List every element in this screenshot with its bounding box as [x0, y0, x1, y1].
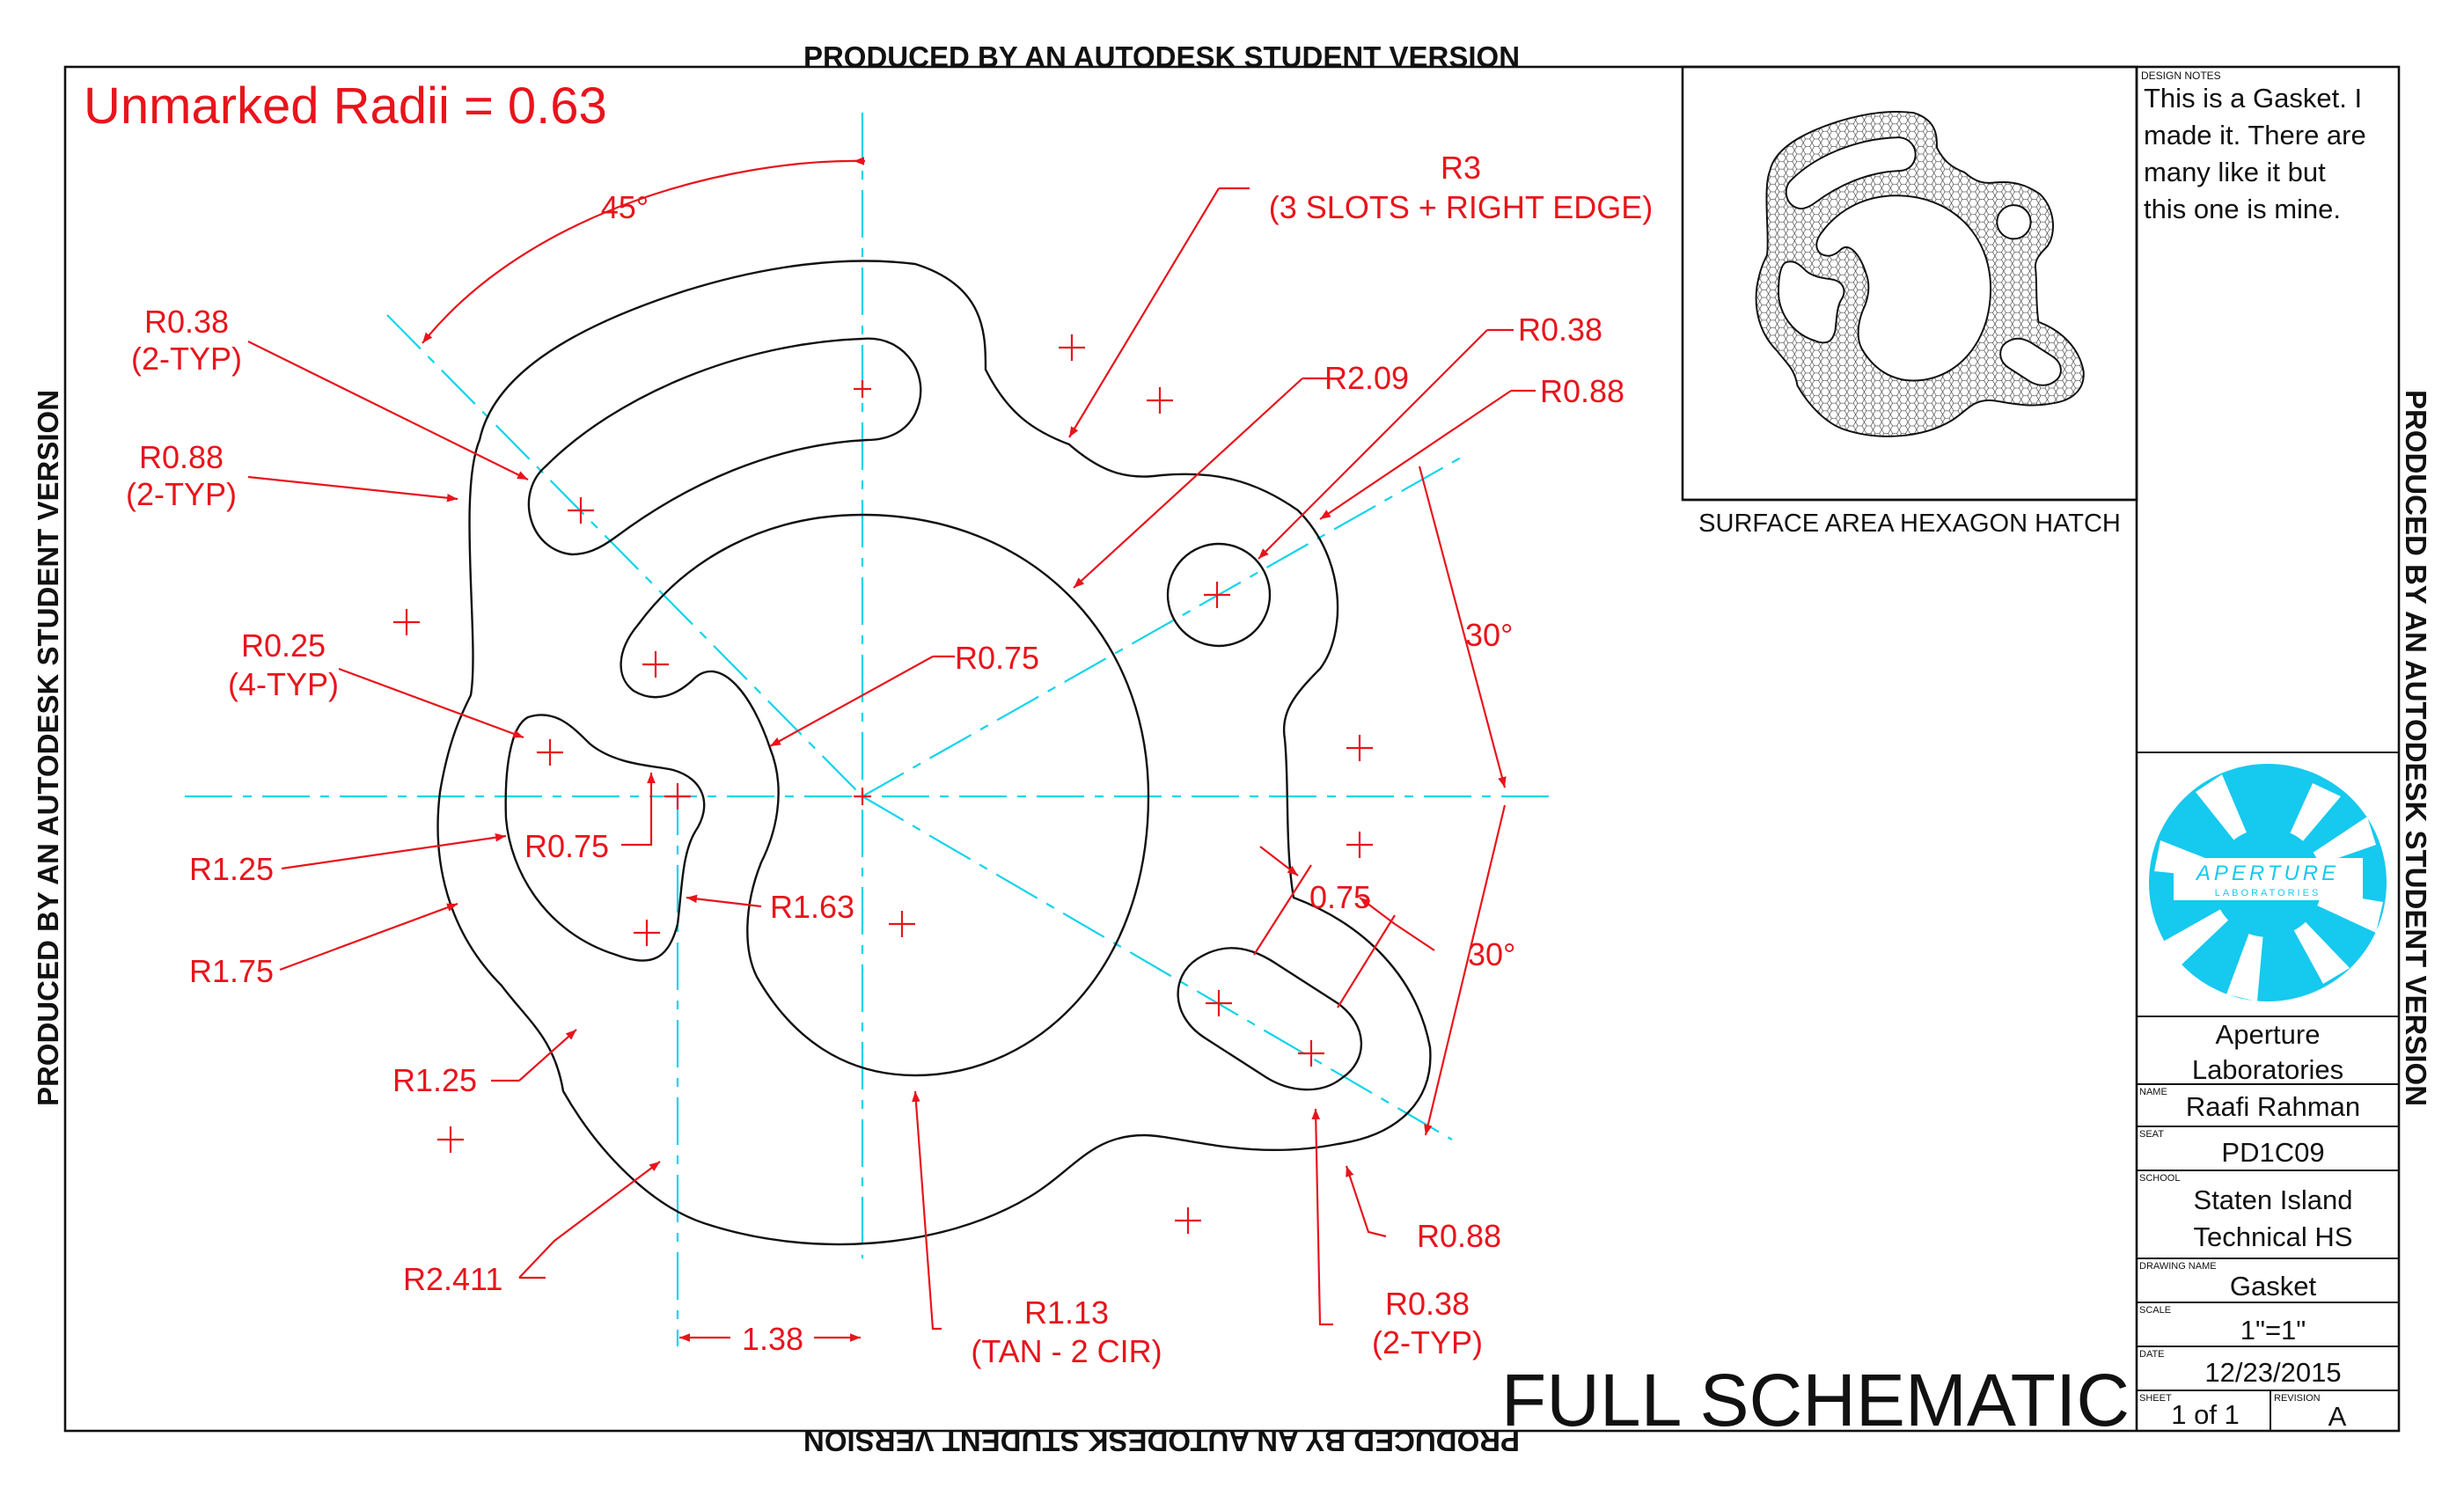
sheet-border — [63, 65, 2401, 1433]
dim-r088-bottom: R0.88 — [1417, 1218, 1501, 1254]
dim-r075-left: R0.75 — [524, 828, 609, 864]
name-value: Raafi Rahman — [2186, 1091, 2360, 1122]
aperture-logo: APERTURE LABORATORIES — [2149, 764, 2387, 1001]
drawing-name-label: DRAWING NAME — [2139, 1261, 2217, 1272]
design-notes-line4: this one is mine. — [2144, 194, 2341, 224]
dim-r3-line1: R3 — [1441, 150, 1481, 186]
dim-r163: R1.63 — [770, 889, 854, 925]
dim-angle-45: 45° — [601, 189, 649, 225]
dim-r113-line2: (TAN - 2 CIR) — [971, 1333, 1162, 1369]
company-line1: Aperture — [2216, 1019, 2321, 1050]
dim-r088-2typ-line2: (2-TYP) — [126, 476, 237, 512]
view-title: FULL SCHEMATIC — [1501, 1359, 2130, 1441]
dim-r125-left: R1.25 — [189, 851, 274, 887]
sheet-value: 1 of 1 — [2171, 1399, 2240, 1430]
drawing-name-value: Gasket — [2230, 1271, 2317, 1302]
revision-label: REVISION — [2274, 1393, 2321, 1404]
design-notes-line2: made it. There are — [2144, 120, 2366, 150]
hatch-preview: SURFACE AREA HEXAGON HATCH — [1681, 65, 2138, 538]
dim-r038-2typ-line2: (2-TYP) — [131, 341, 242, 377]
school-line1: Staten Island — [2194, 1184, 2353, 1215]
logo-word: APERTURE — [2195, 862, 2339, 885]
scale-value: 1"=1" — [2240, 1315, 2306, 1346]
dim-len-075: 0.75 — [1309, 879, 1371, 915]
date-value: 12/23/2015 — [2204, 1357, 2341, 1388]
watermark-right: PRODUCED BY AN AUTODESK STUDENT VERSION — [2400, 390, 2432, 1106]
dim-r025-4typ-line2: (4-TYP) — [228, 666, 339, 702]
watermark-top: PRODUCED BY AN AUTODESK STUDENT VERSION — [803, 40, 1520, 73]
watermark-bottom: PRODUCED BY AN AUTODESK STUDENT VERSION — [803, 1425, 1520, 1457]
dim-r125-bottom: R1.25 — [392, 1062, 477, 1098]
dim-r038-slot-line1: R0.38 — [1385, 1286, 1470, 1322]
slot-top-arc — [527, 337, 922, 556]
design-notes-line1: This is a Gasket. I — [2144, 83, 2362, 114]
preview-gasket — [1755, 111, 2085, 437]
name-label: NAME — [2139, 1087, 2167, 1097]
revision-value: A — [2328, 1401, 2347, 1432]
school-label: SCHOOL — [2139, 1173, 2180, 1184]
scale-label: SCALE — [2139, 1305, 2171, 1316]
center-marks — [393, 334, 1373, 1234]
watermark-left: PRODUCED BY AN AUTODESK STUDENT VERSION — [32, 390, 64, 1106]
dim-r025-4typ-line1: R0.25 — [241, 627, 326, 664]
dim-angle-30-top: 30° — [1465, 617, 1513, 653]
dim-r038-slot-line2: (2-TYP) — [1372, 1324, 1483, 1360]
title-block: DESIGN NOTES This is a Gasket. I made it… — [2135, 67, 2399, 1432]
dim-r075-top: R0.75 — [955, 640, 1039, 676]
slot-left-kidney — [504, 714, 706, 962]
company-line2: Laboratories — [2192, 1054, 2343, 1085]
date-label: DATE — [2139, 1349, 2165, 1360]
design-notes-line3: many like it but — [2144, 157, 2326, 187]
note-unmarked-radii: Unmarked Radii = 0.63 — [84, 77, 607, 135]
seat-value: PD1C09 — [2221, 1137, 2324, 1168]
dim-r088-right: R0.88 — [1540, 373, 1624, 409]
preview-caption: SURFACE AREA HEXAGON HATCH — [1698, 510, 2121, 538]
design-notes-label: DESIGN NOTES — [2141, 70, 2221, 82]
dim-r038-right: R0.38 — [1518, 312, 1602, 348]
dim-r3-line2: (3 SLOTS + RIGHT EDGE) — [1269, 189, 1653, 225]
dimension-labels: Unmarked Radii = 0.63 45° R3 (3 SLOTS + … — [84, 77, 1653, 1369]
school-line2: Technical HS — [2194, 1221, 2353, 1252]
dim-angle-30-bottom: 30° — [1468, 936, 1515, 972]
gasket-outer-profile — [436, 260, 1432, 1246]
dim-r088-2typ-line1: R0.88 — [139, 439, 224, 475]
dim-r113-line1: R1.13 — [1024, 1294, 1109, 1331]
sheet-label: SHEET — [2139, 1393, 2172, 1404]
hole-right — [1166, 542, 1272, 648]
seat-label: SEAT — [2139, 1129, 2164, 1140]
dim-r209: R2.09 — [1324, 360, 1409, 396]
slot-lower-right — [1177, 947, 1363, 1091]
centerlines — [185, 113, 1549, 1346]
dim-r038-2typ-line1: R0.38 — [144, 304, 229, 340]
center-bore — [620, 513, 1150, 1077]
dim-r2411: R2.411 — [403, 1261, 502, 1297]
gasket-drawing: Unmarked Radii = 0.63 45° R3 (3 SLOTS + … — [84, 77, 2130, 1441]
logo-sub: LABORATORIES — [2215, 888, 2321, 898]
dim-len-138: 1.38 — [742, 1321, 803, 1357]
dimension-lines — [247, 157, 1536, 1342]
dim-r175: R1.75 — [189, 953, 274, 989]
